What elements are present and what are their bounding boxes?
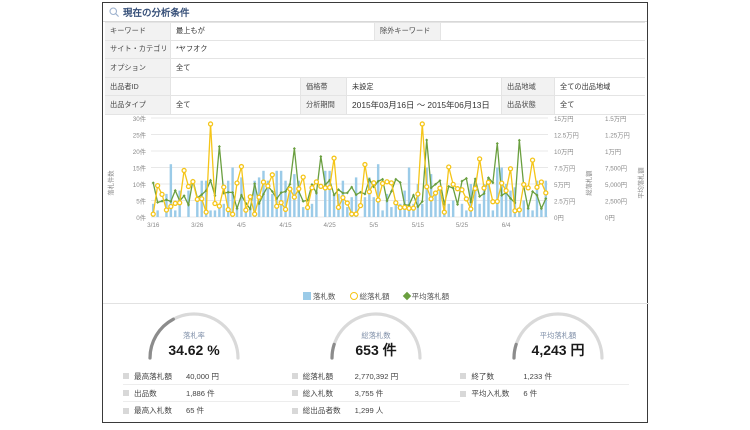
svg-text:2,500円: 2,500円 (605, 197, 627, 205)
svg-text:12.5万円: 12.5万円 (554, 131, 579, 139)
svg-text:7,500円: 7,500円 (605, 164, 627, 172)
svg-text:5/15: 5/15 (412, 222, 425, 229)
svg-text:総落札額: 総落札額 (584, 170, 593, 196)
svg-text:25件: 25件 (133, 130, 146, 139)
svg-text:6/4: 6/4 (502, 222, 511, 229)
svg-text:15万円: 15万円 (554, 115, 574, 123)
svg-text:4,243 円: 4,243 円 (532, 342, 585, 358)
svg-text:5/5: 5/5 (369, 222, 378, 229)
svg-text:5万円: 5万円 (554, 181, 570, 189)
svg-text:4/5: 4/5 (237, 222, 246, 229)
svg-text:落札率: 落札率 (183, 331, 205, 340)
svg-text:653 件: 653 件 (355, 342, 396, 358)
svg-text:5,000円: 5,000円 (605, 181, 627, 189)
svg-text:0件: 0件 (136, 213, 146, 222)
svg-text:平均落札額: 平均落札額 (540, 331, 577, 340)
svg-text:5件: 5件 (136, 196, 146, 205)
svg-text:1万円: 1万円 (605, 148, 621, 156)
svg-text:0円: 0円 (605, 214, 615, 222)
svg-text:15件: 15件 (133, 163, 146, 172)
svg-text:10万円: 10万円 (554, 148, 574, 156)
svg-text:3/26: 3/26 (191, 222, 204, 229)
svg-text:4/25: 4/25 (324, 222, 337, 229)
svg-text:5/25: 5/25 (456, 222, 469, 229)
svg-text:34.62 %: 34.62 % (168, 342, 220, 358)
svg-text:20件: 20件 (133, 147, 146, 156)
svg-text:30件: 30件 (133, 114, 146, 123)
svg-text:総落札数: 総落札数 (361, 331, 391, 340)
svg-text:落札件数: 落札件数 (106, 170, 115, 196)
svg-text:平均落札額: 平均落札額 (636, 167, 645, 199)
svg-text:1.5万円: 1.5万円 (605, 115, 626, 123)
svg-text:1.25万円: 1.25万円 (605, 131, 630, 139)
svg-text:0円: 0円 (554, 214, 564, 222)
svg-text:3/16: 3/16 (147, 222, 160, 229)
svg-text:7.5万円: 7.5万円 (554, 164, 575, 172)
svg-text:4/15: 4/15 (279, 222, 292, 229)
svg-text:2.5万円: 2.5万円 (554, 197, 575, 205)
svg-text:10件: 10件 (133, 180, 146, 189)
